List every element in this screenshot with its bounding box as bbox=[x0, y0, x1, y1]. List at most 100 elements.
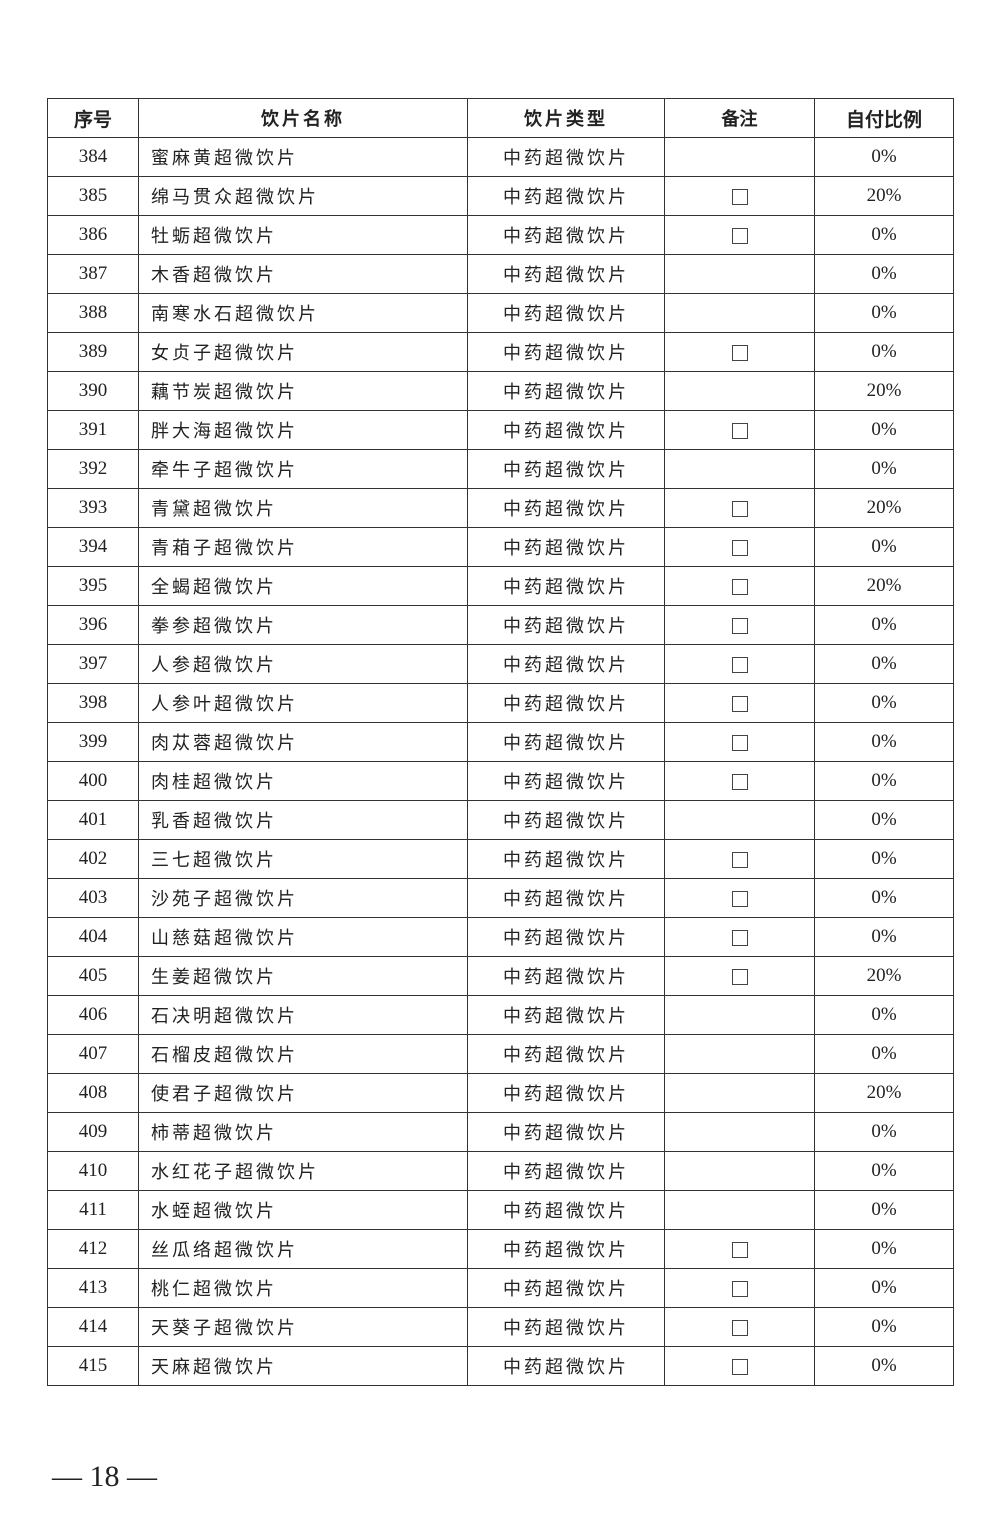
remark bbox=[664, 1034, 815, 1074]
remark bbox=[664, 1229, 815, 1269]
row-number: 389 bbox=[47, 332, 139, 372]
row-number: 407 bbox=[47, 1034, 139, 1074]
row-number: 386 bbox=[47, 215, 139, 255]
drug-type: 中药超微饮片 bbox=[467, 800, 665, 840]
checkbox-icon bbox=[731, 617, 748, 634]
self-pay-ratio: 0% bbox=[814, 1151, 954, 1191]
table-row: 392 牵牛子超微饮片 中药超微饮片 0% bbox=[47, 449, 954, 489]
table-row: 394 青葙子超微饮片 中药超微饮片 0% bbox=[47, 527, 954, 567]
remark bbox=[664, 449, 815, 489]
self-pay-ratio: 0% bbox=[814, 1229, 954, 1269]
drug-name: 生姜超微饮片 bbox=[138, 956, 468, 996]
row-number: 397 bbox=[47, 644, 139, 684]
row-number: 406 bbox=[47, 995, 139, 1035]
header-remark: 备注 bbox=[664, 98, 815, 138]
row-number: 402 bbox=[47, 839, 139, 879]
row-number: 392 bbox=[47, 449, 139, 489]
drug-type: 中药超微饮片 bbox=[467, 1112, 665, 1152]
drug-type: 中药超微饮片 bbox=[467, 1229, 665, 1269]
self-pay-ratio: 0% bbox=[814, 722, 954, 762]
drug-name: 拳参超微饮片 bbox=[138, 605, 468, 645]
self-pay-ratio: 0% bbox=[814, 332, 954, 372]
remark bbox=[664, 722, 815, 762]
table-row: 410 水红花子超微饮片 中药超微饮片 0% bbox=[47, 1151, 954, 1191]
self-pay-ratio: 0% bbox=[814, 605, 954, 645]
checkbox-icon bbox=[731, 773, 748, 790]
remark bbox=[664, 566, 815, 606]
self-pay-ratio: 20% bbox=[814, 566, 954, 606]
drug-type: 中药超微饮片 bbox=[467, 722, 665, 762]
table-row: 390 藕节炭超微饮片 中药超微饮片 20% bbox=[47, 371, 954, 411]
table-row: 387 木香超微饮片 中药超微饮片 0% bbox=[47, 254, 954, 294]
remark bbox=[664, 137, 815, 177]
table-row: 401 乳香超微饮片 中药超微饮片 0% bbox=[47, 800, 954, 840]
table-row: 413 桃仁超微饮片 中药超微饮片 0% bbox=[47, 1268, 954, 1308]
checkbox-icon bbox=[731, 578, 748, 595]
table-row: 397 人参超微饮片 中药超微饮片 0% bbox=[47, 644, 954, 684]
table-row: 396 拳参超微饮片 中药超微饮片 0% bbox=[47, 605, 954, 645]
remark bbox=[664, 488, 815, 528]
header-type: 饮片类型 bbox=[467, 98, 665, 138]
checkbox-icon bbox=[731, 1241, 748, 1258]
row-number: 394 bbox=[47, 527, 139, 567]
row-number: 410 bbox=[47, 1151, 139, 1191]
drug-name: 人参超微饮片 bbox=[138, 644, 468, 684]
checkbox-icon bbox=[731, 344, 748, 361]
drug-type: 中药超微饮片 bbox=[467, 410, 665, 450]
table-row: 398 人参叶超微饮片 中药超微饮片 0% bbox=[47, 683, 954, 723]
drug-type: 中药超微饮片 bbox=[467, 1307, 665, 1347]
drug-name: 水蛭超微饮片 bbox=[138, 1190, 468, 1230]
drug-type: 中药超微饮片 bbox=[467, 917, 665, 957]
remark bbox=[664, 956, 815, 996]
drug-name: 石榴皮超微饮片 bbox=[138, 1034, 468, 1074]
drug-type: 中药超微饮片 bbox=[467, 1034, 665, 1074]
table-row: 384 蜜麻黄超微饮片 中药超微饮片 0% bbox=[47, 137, 954, 177]
drug-type: 中药超微饮片 bbox=[467, 644, 665, 684]
self-pay-ratio: 0% bbox=[814, 137, 954, 177]
checkbox-icon bbox=[731, 1319, 748, 1336]
drug-name: 水红花子超微饮片 bbox=[138, 1151, 468, 1191]
checkbox-icon bbox=[731, 1358, 748, 1375]
checkbox-icon bbox=[731, 422, 748, 439]
self-pay-ratio: 0% bbox=[814, 449, 954, 489]
drug-name: 乳香超微饮片 bbox=[138, 800, 468, 840]
drug-type: 中药超微饮片 bbox=[467, 1151, 665, 1191]
header-ratio: 自付比例 bbox=[814, 98, 954, 138]
header-name: 饮片名称 bbox=[138, 98, 468, 138]
drug-name: 青葙子超微饮片 bbox=[138, 527, 468, 567]
self-pay-ratio: 0% bbox=[814, 917, 954, 957]
remark bbox=[664, 1073, 815, 1113]
drug-name: 柿蒂超微饮片 bbox=[138, 1112, 468, 1152]
drug-name: 木香超微饮片 bbox=[138, 254, 468, 294]
drug-type: 中药超微饮片 bbox=[467, 293, 665, 333]
checkbox-icon bbox=[731, 500, 748, 517]
row-number: 403 bbox=[47, 878, 139, 918]
row-number: 413 bbox=[47, 1268, 139, 1308]
remark bbox=[664, 878, 815, 918]
drug-name: 牵牛子超微饮片 bbox=[138, 449, 468, 489]
row-number: 393 bbox=[47, 488, 139, 528]
drug-type: 中药超微饮片 bbox=[467, 215, 665, 255]
remark bbox=[664, 1346, 815, 1386]
table-row: 400 肉桂超微饮片 中药超微饮片 0% bbox=[47, 761, 954, 801]
row-number: 408 bbox=[47, 1073, 139, 1113]
self-pay-ratio: 0% bbox=[814, 1190, 954, 1230]
remark bbox=[664, 683, 815, 723]
drug-name: 南寒水石超微饮片 bbox=[138, 293, 468, 333]
drug-name: 石决明超微饮片 bbox=[138, 995, 468, 1035]
drug-name: 使君子超微饮片 bbox=[138, 1073, 468, 1113]
drug-table: 序号 饮片名称 饮片类型 备注 自付比例 384 蜜麻黄超微饮片 中药超微饮片 0% 3… bbox=[47, 98, 954, 1386]
self-pay-ratio: 0% bbox=[814, 1268, 954, 1308]
drug-type: 中药超微饮片 bbox=[467, 332, 665, 372]
drug-type: 中药超微饮片 bbox=[467, 137, 665, 177]
table-row: 404 山慈菇超微饮片 中药超微饮片 0% bbox=[47, 917, 954, 957]
remark bbox=[664, 1307, 815, 1347]
self-pay-ratio: 0% bbox=[814, 254, 954, 294]
checkbox-icon bbox=[731, 227, 748, 244]
drug-name: 天麻超微饮片 bbox=[138, 1346, 468, 1386]
row-number: 400 bbox=[47, 761, 139, 801]
drug-name: 青黛超微饮片 bbox=[138, 488, 468, 528]
drug-type: 中药超微饮片 bbox=[467, 371, 665, 411]
remark bbox=[664, 917, 815, 957]
remark bbox=[664, 215, 815, 255]
